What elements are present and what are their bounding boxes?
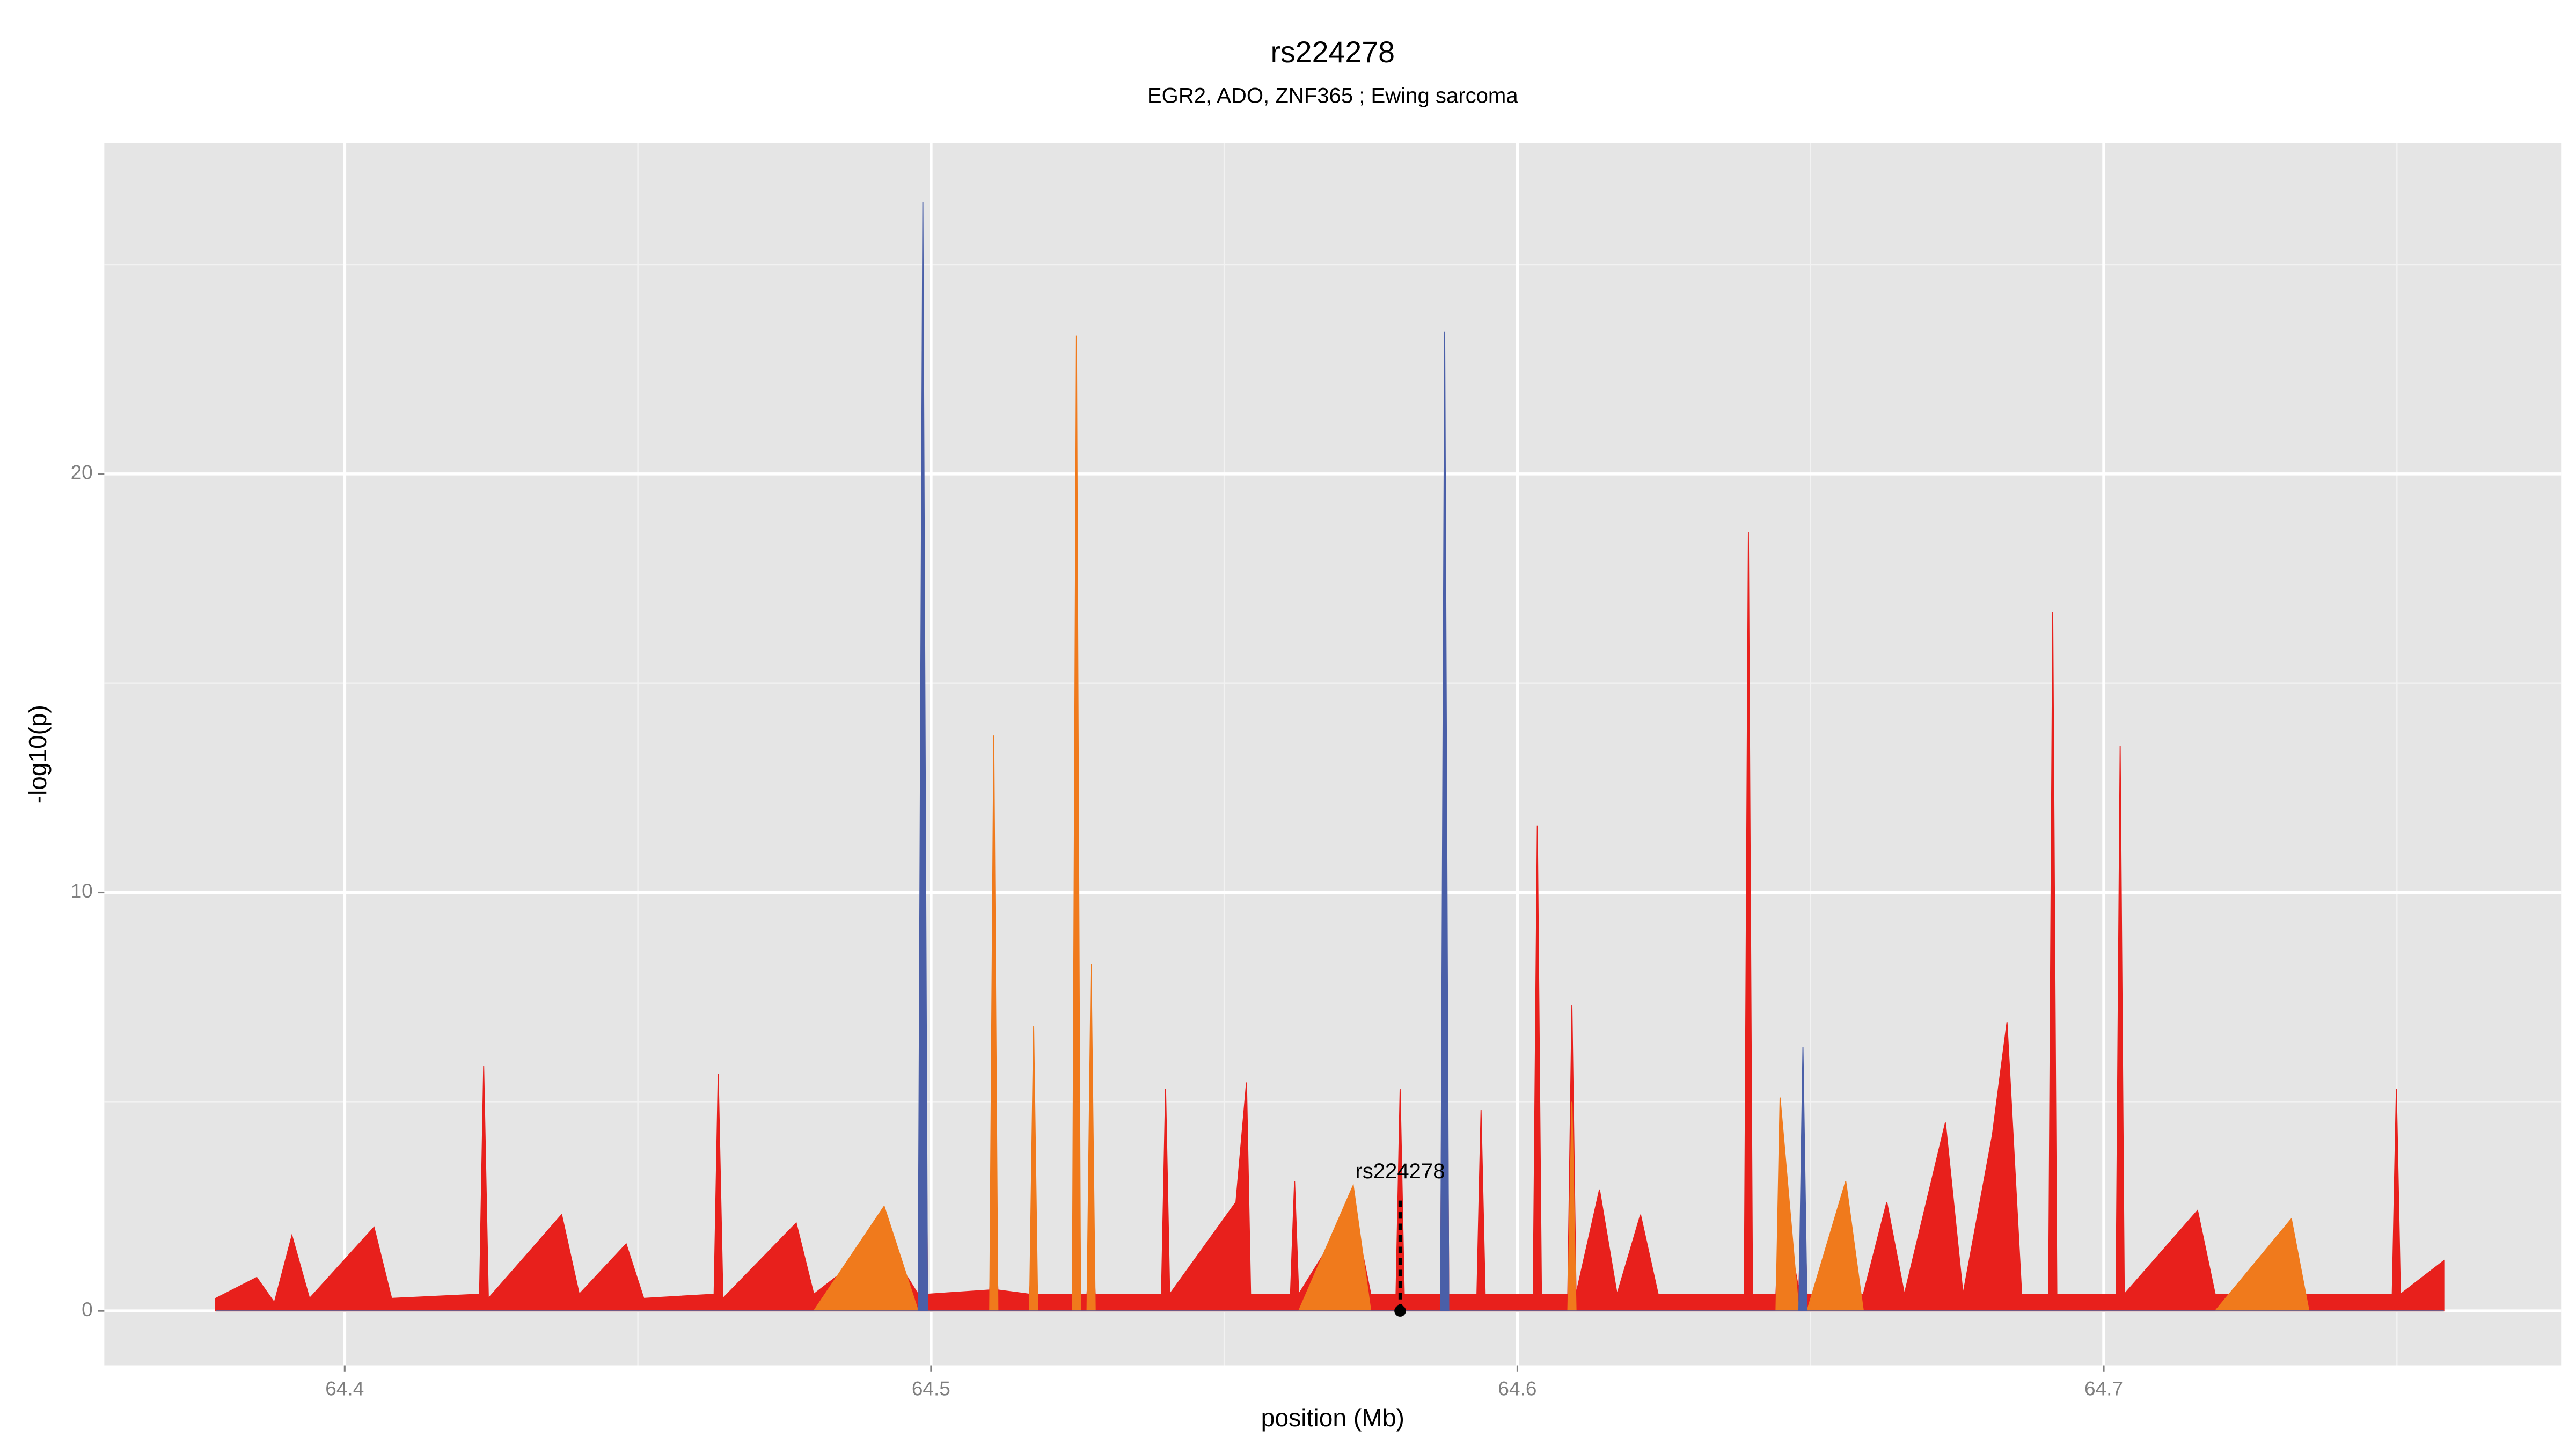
- y-tick-label: 10: [71, 880, 93, 902]
- y-axis-label: -log10(p): [24, 705, 52, 804]
- plot-panel: [104, 143, 2562, 1366]
- y-tick-label: 0: [82, 1298, 93, 1320]
- x-tick-label: 64.5: [912, 1377, 950, 1399]
- annotation-point: [1394, 1305, 1406, 1317]
- chart-subtitle: EGR2, ADO, ZNF365 ; Ewing sarcoma: [1147, 84, 1518, 108]
- annotation-label: rs224278: [1355, 1159, 1445, 1183]
- x-axis-label: position (Mb): [1261, 1404, 1404, 1432]
- x-tick-label: 64.7: [2084, 1377, 2123, 1399]
- chart-title: rs224278: [1271, 35, 1395, 69]
- x-tick-label: 64.4: [325, 1377, 364, 1399]
- y-tick-label: 20: [71, 462, 93, 484]
- x-tick-label: 64.6: [1498, 1377, 1536, 1399]
